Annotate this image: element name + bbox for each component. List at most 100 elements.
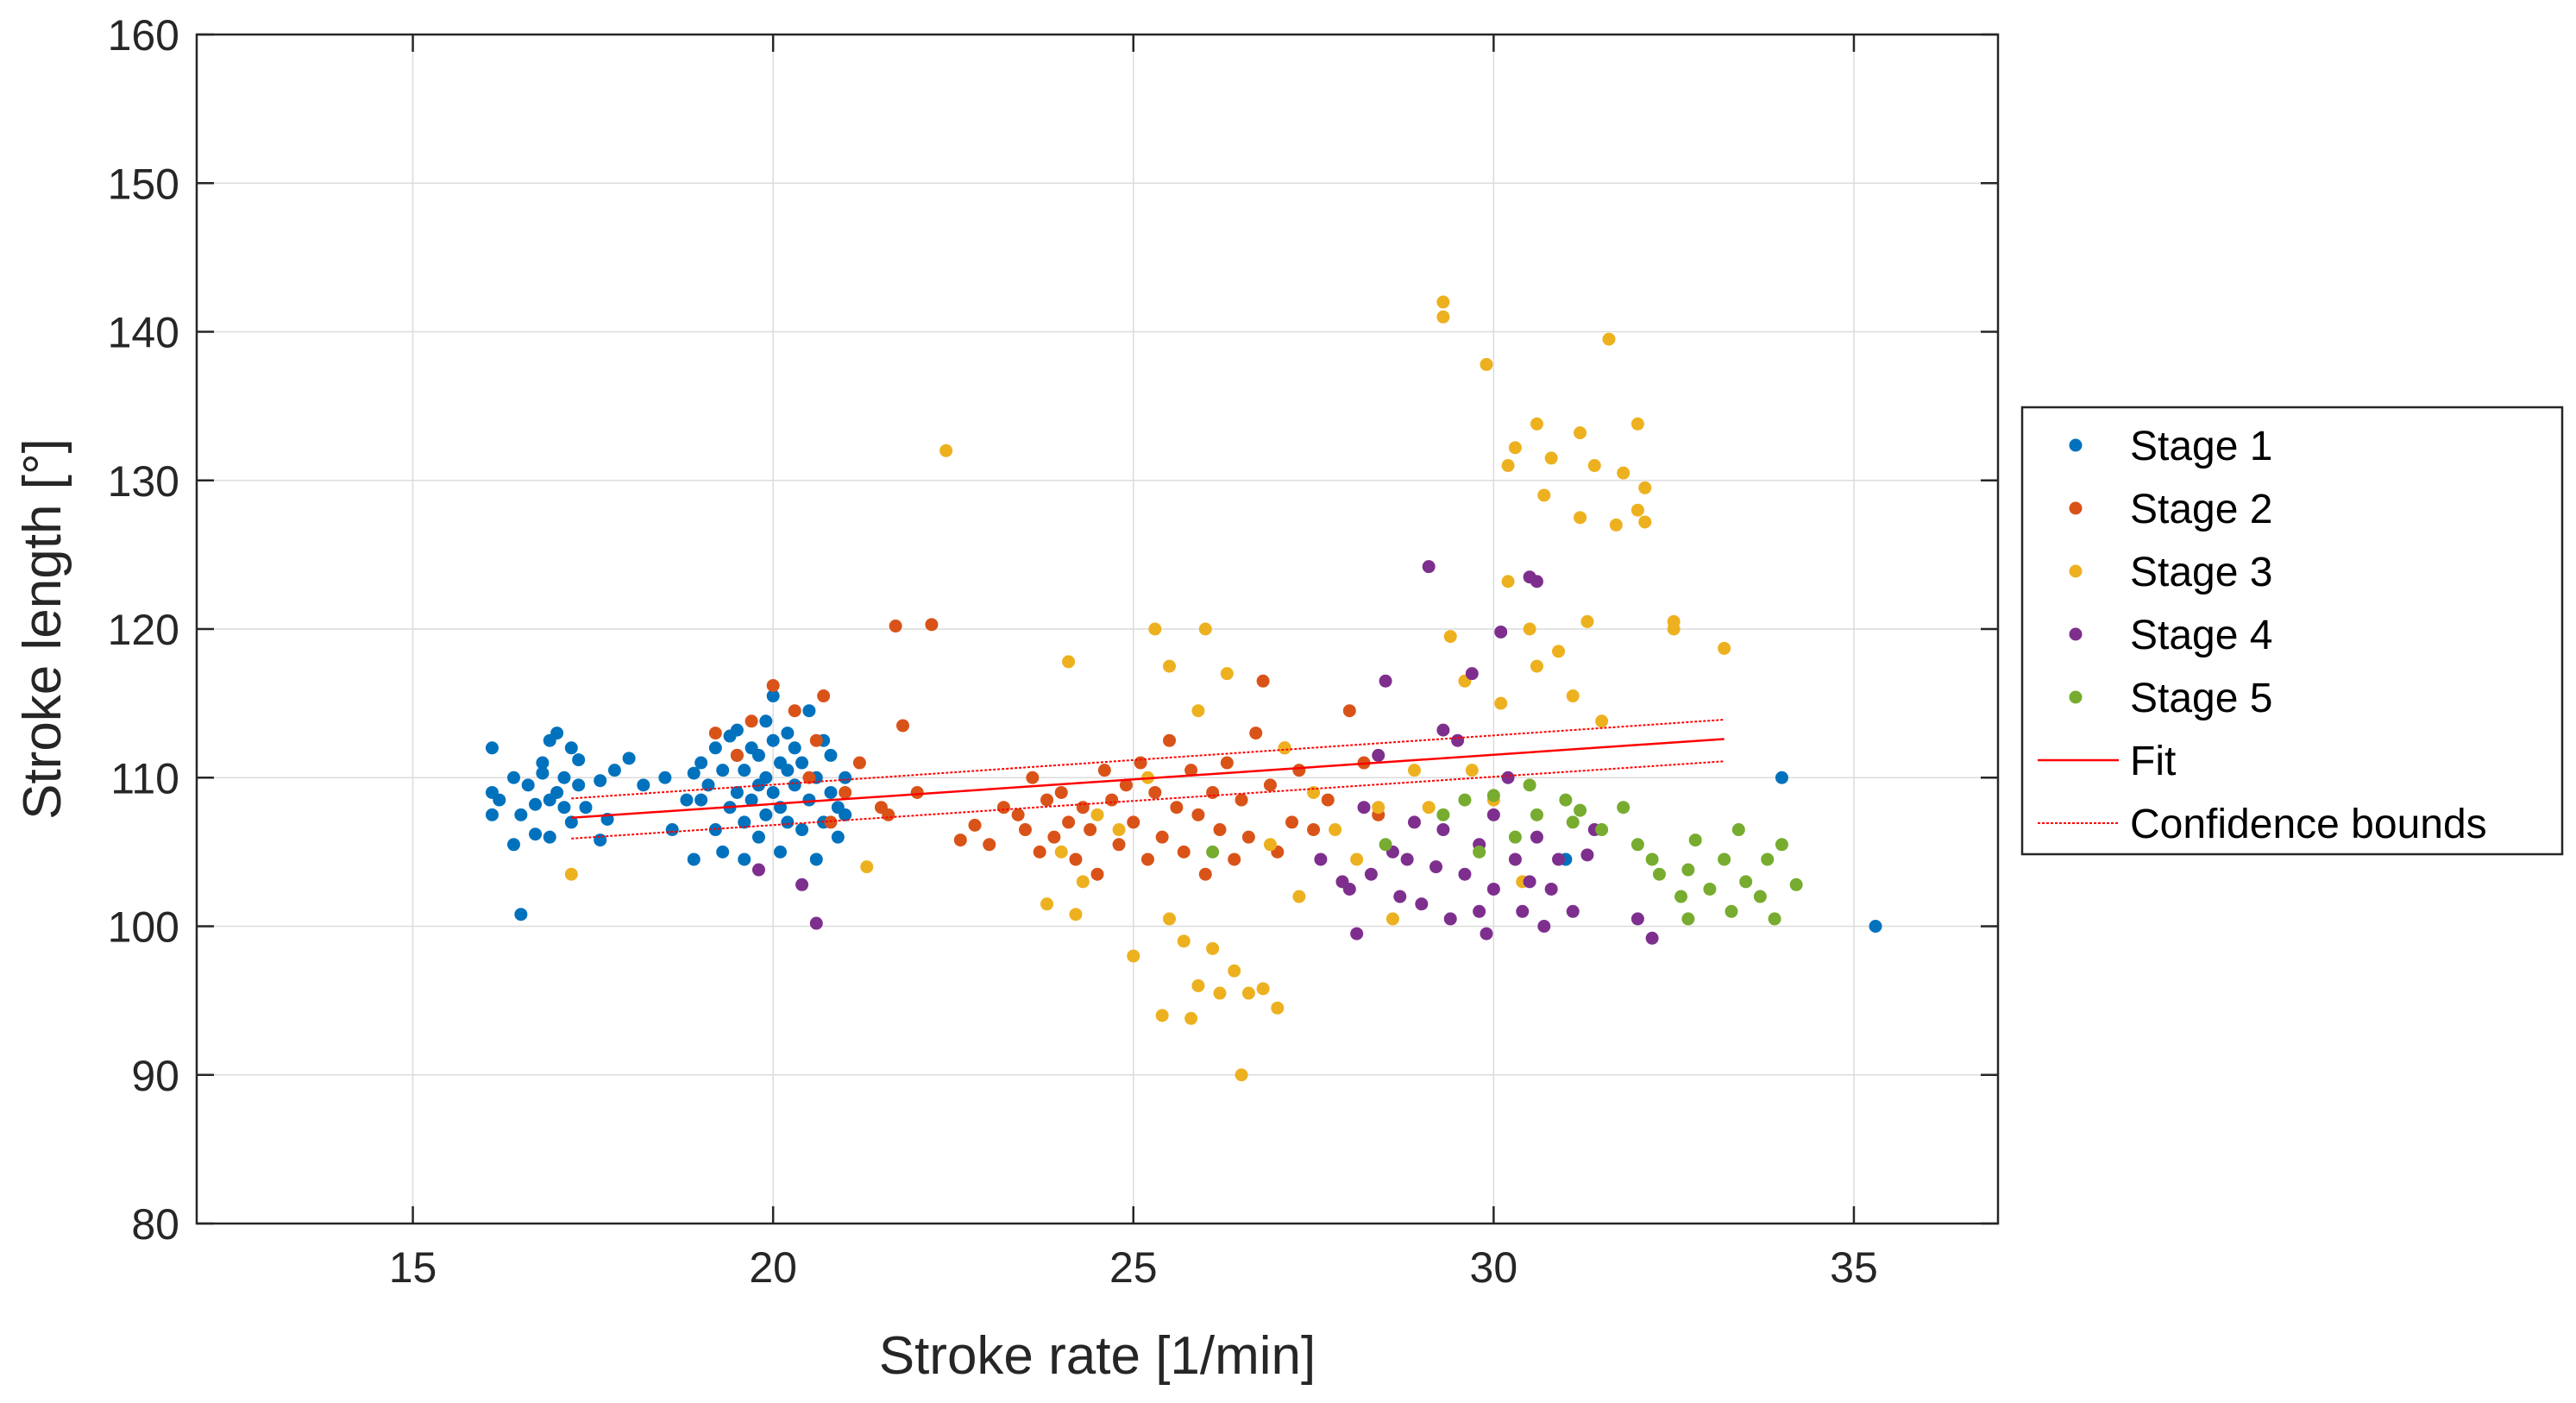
- data-point: [1753, 890, 1767, 903]
- data-point: [774, 845, 788, 859]
- data-point: [1127, 815, 1140, 829]
- data-point: [745, 714, 758, 728]
- data-point: [1134, 756, 1147, 770]
- data-point: [1789, 878, 1803, 891]
- data-point: [1155, 830, 1169, 844]
- data-point: [687, 852, 701, 866]
- data-point: [1191, 704, 1205, 718]
- data-point: [1415, 897, 1429, 911]
- data-point: [1667, 622, 1681, 636]
- data-point: [1501, 459, 1515, 473]
- data-point: [795, 756, 809, 770]
- data-point: [1486, 882, 1500, 896]
- data-point: [1731, 823, 1745, 837]
- data-point: [564, 867, 578, 881]
- data-point: [1097, 764, 1111, 777]
- data-point: [716, 764, 730, 777]
- data-point: [1486, 789, 1500, 802]
- data-point: [1040, 897, 1054, 911]
- data-point: [1263, 838, 1277, 852]
- data-point: [1069, 852, 1083, 866]
- data-point: [1054, 845, 1068, 859]
- data-point: [1869, 920, 1882, 933]
- data-point: [1436, 723, 1450, 737]
- data-point: [953, 834, 967, 847]
- data-point: [1580, 848, 1594, 862]
- legend-marker: [2069, 564, 2083, 578]
- legend-label: Stage 5: [2130, 676, 2272, 721]
- data-point: [1516, 904, 1530, 918]
- data-point: [1544, 451, 1558, 465]
- y-tick-label: 130: [108, 457, 179, 506]
- data-point: [506, 838, 520, 852]
- data-point: [1241, 986, 1255, 1000]
- data-point: [1191, 978, 1205, 992]
- data-point: [824, 785, 838, 799]
- data-point: [1018, 823, 1032, 837]
- data-point: [730, 723, 744, 737]
- data-point: [658, 771, 672, 784]
- data-point: [1184, 764, 1198, 777]
- data-point: [1595, 823, 1609, 837]
- data-point: [795, 878, 809, 891]
- data-point: [1235, 1068, 1248, 1082]
- data-point: [1228, 964, 1241, 978]
- data-point: [1285, 815, 1299, 829]
- data-point: [766, 733, 780, 747]
- data-point: [766, 678, 780, 692]
- data-point: [1163, 733, 1177, 747]
- data-point: [745, 793, 758, 807]
- data-point: [1033, 845, 1046, 859]
- data-point: [1040, 793, 1054, 807]
- data-point: [1220, 667, 1234, 681]
- legend-box: [2020, 406, 2564, 856]
- data-point: [1559, 793, 1573, 807]
- data-point: [781, 815, 795, 829]
- fit-lines: [571, 719, 1725, 840]
- data-point: [1090, 808, 1104, 821]
- data-point: [521, 778, 535, 792]
- x-tick-label: 20: [749, 1243, 797, 1292]
- data-point: [1645, 931, 1659, 945]
- data-point: [1271, 1001, 1285, 1015]
- data-point: [1630, 503, 1644, 517]
- data-point: [1314, 852, 1328, 866]
- data-point: [738, 815, 751, 829]
- data-point: [1508, 830, 1522, 844]
- data-point: [1645, 852, 1659, 866]
- data-point: [1775, 771, 1788, 784]
- data-point: [1530, 808, 1543, 821]
- confidence-bound-upper: [571, 719, 1725, 800]
- legend-label: Stage 3: [2130, 550, 2272, 595]
- data-point: [1681, 912, 1695, 926]
- data-point: [1372, 801, 1385, 815]
- series-stage-2: [708, 618, 1385, 881]
- y-tick-label: 120: [108, 606, 179, 654]
- data-point: [536, 756, 550, 770]
- data-point: [1350, 927, 1364, 941]
- x-tick-label: 30: [1470, 1243, 1518, 1292]
- legend-item: Stage 5: [2069, 676, 2272, 721]
- data-point: [1256, 674, 1270, 688]
- data-point: [1580, 614, 1594, 628]
- data-point: [694, 756, 708, 770]
- data-point: [738, 764, 751, 777]
- y-tick-label: 90: [131, 1052, 179, 1100]
- data-point: [1617, 466, 1630, 480]
- data-point: [485, 808, 499, 821]
- data-point: [1119, 778, 1133, 792]
- data-point: [1307, 823, 1321, 837]
- data-point: [1278, 741, 1291, 755]
- data-point: [1256, 982, 1270, 996]
- data-point: [852, 756, 866, 770]
- data-point: [1372, 748, 1385, 762]
- data-point: [493, 793, 506, 807]
- data-point: [802, 793, 816, 807]
- data-point: [1177, 845, 1191, 859]
- data-point: [543, 830, 556, 844]
- data-point: [1292, 764, 1306, 777]
- data-point: [1062, 655, 1076, 669]
- data-point: [1501, 771, 1515, 784]
- legend-label: Stage 2: [2130, 487, 2272, 532]
- data-point: [1054, 785, 1068, 799]
